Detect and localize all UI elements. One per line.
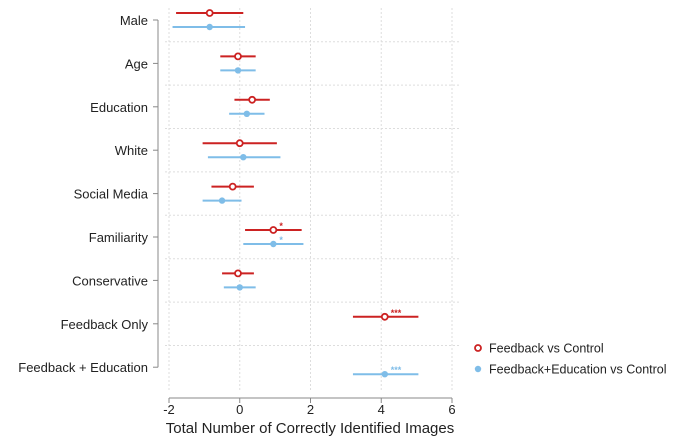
category-label-conservative: Conservative xyxy=(72,273,148,288)
point-male-series2 xyxy=(206,23,213,31)
legend: Feedback vs Control Feedback+Education vs… xyxy=(474,342,667,377)
x-tick-label: 2 xyxy=(307,402,314,417)
x-tick-label: 6 xyxy=(448,402,455,417)
axes: Male Age Education White Social Media Familia… xyxy=(18,13,455,417)
point-education-series1 xyxy=(248,95,257,104)
point-social-media-series1 xyxy=(228,182,237,191)
category-label-social-media: Social Media xyxy=(74,187,149,202)
legend-marker-series1 xyxy=(474,344,482,352)
significance-label-familiarity-series2: * xyxy=(279,235,283,245)
category-label-education: Education xyxy=(90,100,148,115)
category-label-feedback-education: Feedback + Education xyxy=(18,360,148,375)
point-conservative-series2 xyxy=(236,284,243,291)
point-conservative-series1 xyxy=(234,269,242,278)
point-education-series2 xyxy=(243,110,251,118)
category-label-age: Age xyxy=(125,56,148,71)
legend-label-series2: Feedback+Education vs Control xyxy=(489,363,667,377)
category-label-white: White xyxy=(115,143,148,158)
legend-label-series1: Feedback vs Control xyxy=(489,342,604,356)
point-white-series1 xyxy=(235,139,244,148)
point-age-series2 xyxy=(234,67,242,74)
significance-label-familiarity-series1: * xyxy=(279,221,283,231)
legend-marker-series2 xyxy=(474,365,482,373)
significance-label-feedback-education-series2: *** xyxy=(391,365,402,375)
category-label-familiarity: Familiarity xyxy=(89,230,149,245)
category-label-feedback-only: Feedback Only xyxy=(61,317,149,332)
point-social-media-series2 xyxy=(218,197,226,204)
significance-label-feedback-only-series1: *** xyxy=(391,308,402,318)
point-familiarity-series1 xyxy=(269,226,278,234)
data-marks: ******** xyxy=(172,9,419,378)
point-white-series2 xyxy=(240,154,247,161)
x-tick-label: 4 xyxy=(378,402,385,417)
point-age-series1 xyxy=(234,52,242,61)
point-familiarity-series2 xyxy=(270,240,277,248)
x-axis-label: Total Number of Correctly Identified Ima… xyxy=(166,420,454,437)
category-label-male: Male xyxy=(120,13,148,28)
point-feedback-education-series2 xyxy=(381,371,388,378)
x-tick-label: -2 xyxy=(163,402,175,417)
point-male-series1 xyxy=(205,9,214,17)
point-feedback-only-series1 xyxy=(380,312,389,321)
x-tick-label: 0 xyxy=(236,402,243,417)
